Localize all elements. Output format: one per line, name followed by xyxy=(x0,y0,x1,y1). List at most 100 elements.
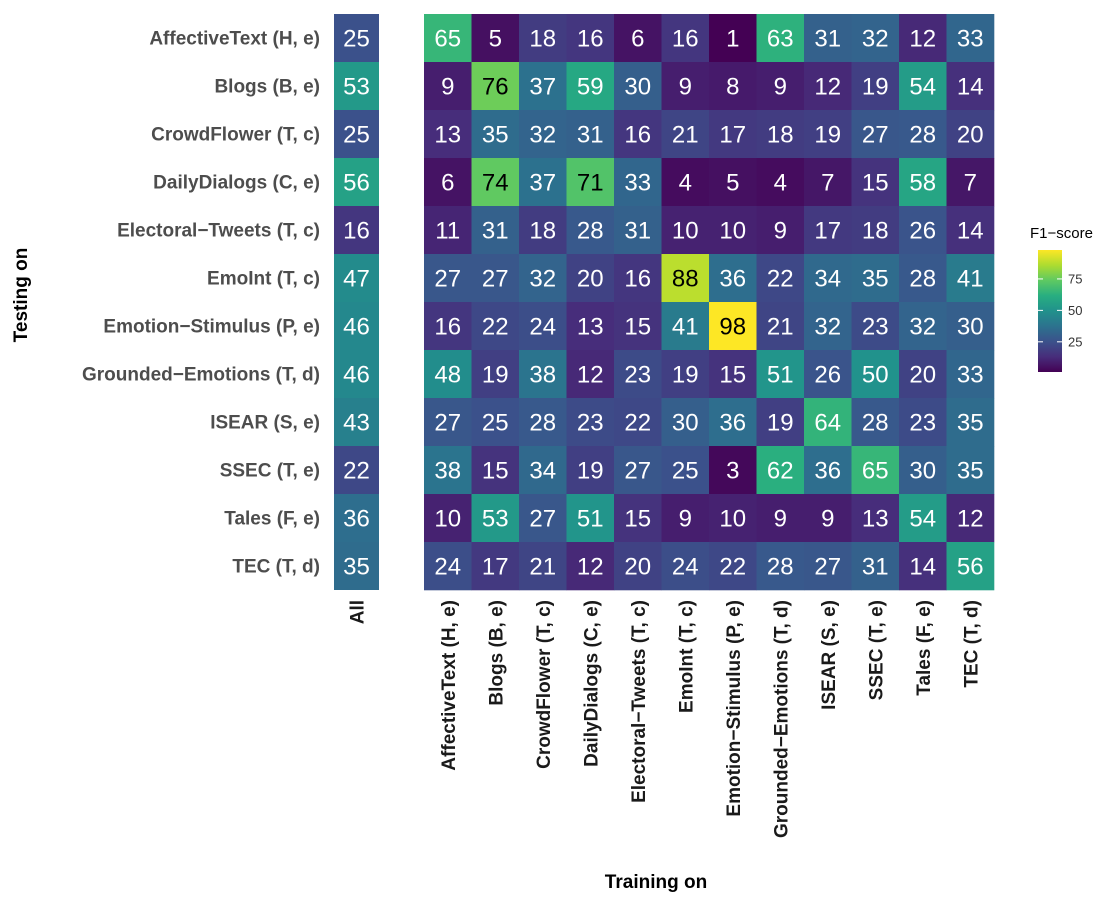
cell-value-label: 19 xyxy=(482,362,509,389)
heatmap-cell xyxy=(851,542,900,591)
heatmap-cell xyxy=(566,350,615,399)
cell-value-label: 51 xyxy=(767,362,794,389)
heatmap-cell xyxy=(946,446,995,495)
all-cell xyxy=(334,302,379,350)
heatmap-cell xyxy=(709,14,757,63)
heatmap-cell xyxy=(566,14,615,63)
cell-value-label: 13 xyxy=(577,314,604,341)
heatmap-cell xyxy=(899,350,947,399)
cell-value-label: 54 xyxy=(909,74,936,101)
heatmap-cell xyxy=(709,110,757,159)
heatmap-cell xyxy=(756,446,805,495)
cell-value-label: 4 xyxy=(774,170,787,197)
cell-value-label: 33 xyxy=(957,26,984,53)
heatmap-cell xyxy=(566,254,615,303)
heatmap-cell xyxy=(424,110,472,159)
row-label: Electoral−Tweets (T, c) xyxy=(117,221,320,242)
heatmap-cell xyxy=(471,14,520,63)
cell-value-label: 53 xyxy=(482,506,509,533)
row-label: AffectiveText (H, e) xyxy=(149,29,320,50)
all-cell-label: 16 xyxy=(343,218,370,245)
cell-value-label: 38 xyxy=(434,458,461,485)
cell-value-label: 32 xyxy=(529,266,556,293)
heatmap-cell xyxy=(709,446,757,495)
cell-value-label: 20 xyxy=(624,554,651,581)
heatmap-cell xyxy=(519,542,567,591)
all-cell-label: 53 xyxy=(343,74,370,101)
heatmap-cell xyxy=(804,14,852,63)
heatmap-cell xyxy=(804,158,852,207)
heatmap-cell xyxy=(756,302,805,351)
cell-value-label: 9 xyxy=(774,74,787,101)
cell-value-label: 31 xyxy=(862,554,889,581)
cell-value-label: 31 xyxy=(814,26,841,53)
all-cell-label: 43 xyxy=(343,410,370,437)
cell-value-label: 22 xyxy=(767,266,794,293)
cell-value-label: 12 xyxy=(577,362,604,389)
cell-value-label: 15 xyxy=(862,170,889,197)
cell-value-label: 14 xyxy=(957,218,984,245)
heatmap-cell xyxy=(804,206,852,255)
cell-value-label: 16 xyxy=(434,314,461,341)
heatmap-cell xyxy=(899,398,947,447)
cell-value-label: 7 xyxy=(964,170,977,197)
all-cell xyxy=(334,494,379,542)
all-cell xyxy=(334,350,379,398)
cell-value-label: 16 xyxy=(672,26,699,53)
cell-value-label: 33 xyxy=(957,362,984,389)
row-label: Grounded−Emotions (T, d) xyxy=(82,365,320,386)
cell-value-label: 20 xyxy=(577,266,604,293)
cell-value-label: 28 xyxy=(909,122,936,149)
heatmap-cell xyxy=(756,62,805,111)
heatmap-cell xyxy=(519,110,567,159)
cell-value-label: 19 xyxy=(862,74,889,101)
heatmap-cell xyxy=(424,62,472,111)
cell-value-label: 25 xyxy=(672,458,699,485)
cell-value-label: 32 xyxy=(814,314,841,341)
cell-value-label: 19 xyxy=(577,458,604,485)
column-label: Electoral−Tweets (T, c) xyxy=(629,600,650,803)
cell-value-label: 4 xyxy=(679,170,692,197)
all-cell xyxy=(334,62,379,110)
legend-tick-label: 25 xyxy=(1068,334,1082,349)
cell-value-label: 9 xyxy=(774,506,787,533)
cell-value-label: 30 xyxy=(672,410,699,437)
heatmap-cell xyxy=(946,542,995,591)
heatmap-cell xyxy=(566,542,615,591)
heatmap-cell xyxy=(804,398,852,447)
heatmap-cell xyxy=(661,398,710,447)
heatmap-cell xyxy=(424,350,472,399)
cell-value-label: 6 xyxy=(631,26,644,53)
all-cell-label: 35 xyxy=(343,554,370,581)
heatmap-grid: 65 5 18 16 6 16 1 63 31 32 12 339 76 37 59 30 9 8 9 12 19 54 1… xyxy=(424,14,995,591)
cell-value-label: 18 xyxy=(767,122,794,149)
heatmap-cell xyxy=(519,398,567,447)
column-labels: All AffectiveText (H, e) Blogs (B, e) Crowd… xyxy=(348,600,983,838)
heatmap-cell xyxy=(851,110,900,159)
heatmap-cell xyxy=(946,14,995,63)
cell-value-label: 76 xyxy=(482,74,509,101)
heatmap-cell xyxy=(946,158,995,207)
heatmap-cell xyxy=(851,14,900,63)
heatmap-cell xyxy=(566,62,615,111)
cell-value-label: 36 xyxy=(719,266,746,293)
heatmap-cell xyxy=(851,206,900,255)
cell-value-label: 31 xyxy=(482,218,509,245)
row-label: SSEC (T, e) xyxy=(220,461,320,482)
heatmap-cell xyxy=(614,542,662,591)
cell-value-label: 15 xyxy=(624,506,651,533)
cell-value-label: 41 xyxy=(957,266,984,293)
cell-value-label: 17 xyxy=(482,554,509,581)
heatmap-cell xyxy=(756,398,805,447)
cell-value-label: 10 xyxy=(719,506,746,533)
row-label: TEC (T, d) xyxy=(232,557,320,578)
heatmap-cell xyxy=(804,494,852,543)
cell-value-label: 17 xyxy=(814,218,841,245)
cell-value-label: 30 xyxy=(624,74,651,101)
heatmap-cell xyxy=(566,206,615,255)
heatmap-cell xyxy=(709,494,757,543)
heatmap-cell xyxy=(946,494,995,543)
heatmap-cell xyxy=(614,206,662,255)
cell-value-label: 32 xyxy=(862,26,889,53)
